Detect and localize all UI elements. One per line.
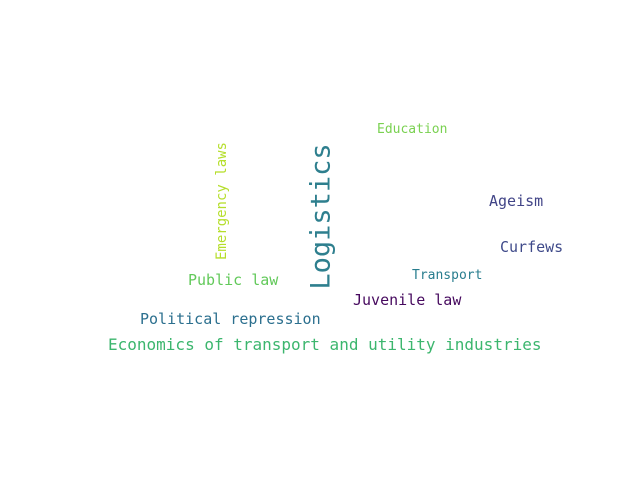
- word-transport: Transport: [412, 268, 483, 283]
- word-public-law: Public law: [188, 271, 279, 289]
- word-juvenile-law: Juvenile law: [353, 291, 462, 309]
- word-political-repression: Political repression: [140, 310, 321, 328]
- word-curfews: Curfews: [500, 238, 564, 256]
- word-ageism: Ageism: [489, 192, 544, 210]
- word-emergency-laws: Emergency laws: [214, 142, 230, 261]
- word-logistics: Logistics: [305, 143, 337, 290]
- word-education: Education: [377, 122, 448, 137]
- word-economics-of-transport: Economics of transport and utility indus…: [108, 335, 542, 354]
